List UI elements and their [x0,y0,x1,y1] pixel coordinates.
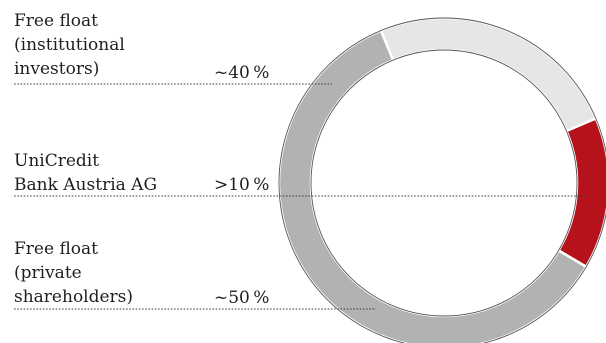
ring-outer-outline [278,17,606,343]
slice-value-label: ~40 % [214,63,269,83]
label-group-institutional-investors: Free float (institutional investors) ~40 % [14,11,269,83]
slice-label-line: (institutional [14,35,125,55]
slice-label-line: Free float [14,239,98,259]
label-group-private-shareholders: Free float (private shareholders) ~50 % [14,239,269,308]
label-group-unicredit-bank-austria: UniCredit Bank Austria AG >10 % [14,151,269,195]
slices-layer [277,16,606,343]
slice-label-line: UniCredit [14,151,99,171]
slice-label-line: investors) [14,59,99,79]
slice-value-label: ~50 % [214,288,269,308]
slice-institutional-investors [379,16,598,133]
slice-label-line: Bank Austria AG [14,175,157,195]
slice-value-label: >10 % [214,175,269,195]
outline-layer [278,17,606,343]
label-layer: Free float (institutional investors) ~40 % U… [14,11,269,308]
slice-unicredit-bank-austria [556,116,606,269]
slice-label-line: Free float [14,11,98,31]
ring-inner-outline [310,49,578,317]
leader-layer [14,83,590,310]
slice-label-line: (private [14,263,82,283]
slice-label-line: shareholders) [14,287,133,307]
